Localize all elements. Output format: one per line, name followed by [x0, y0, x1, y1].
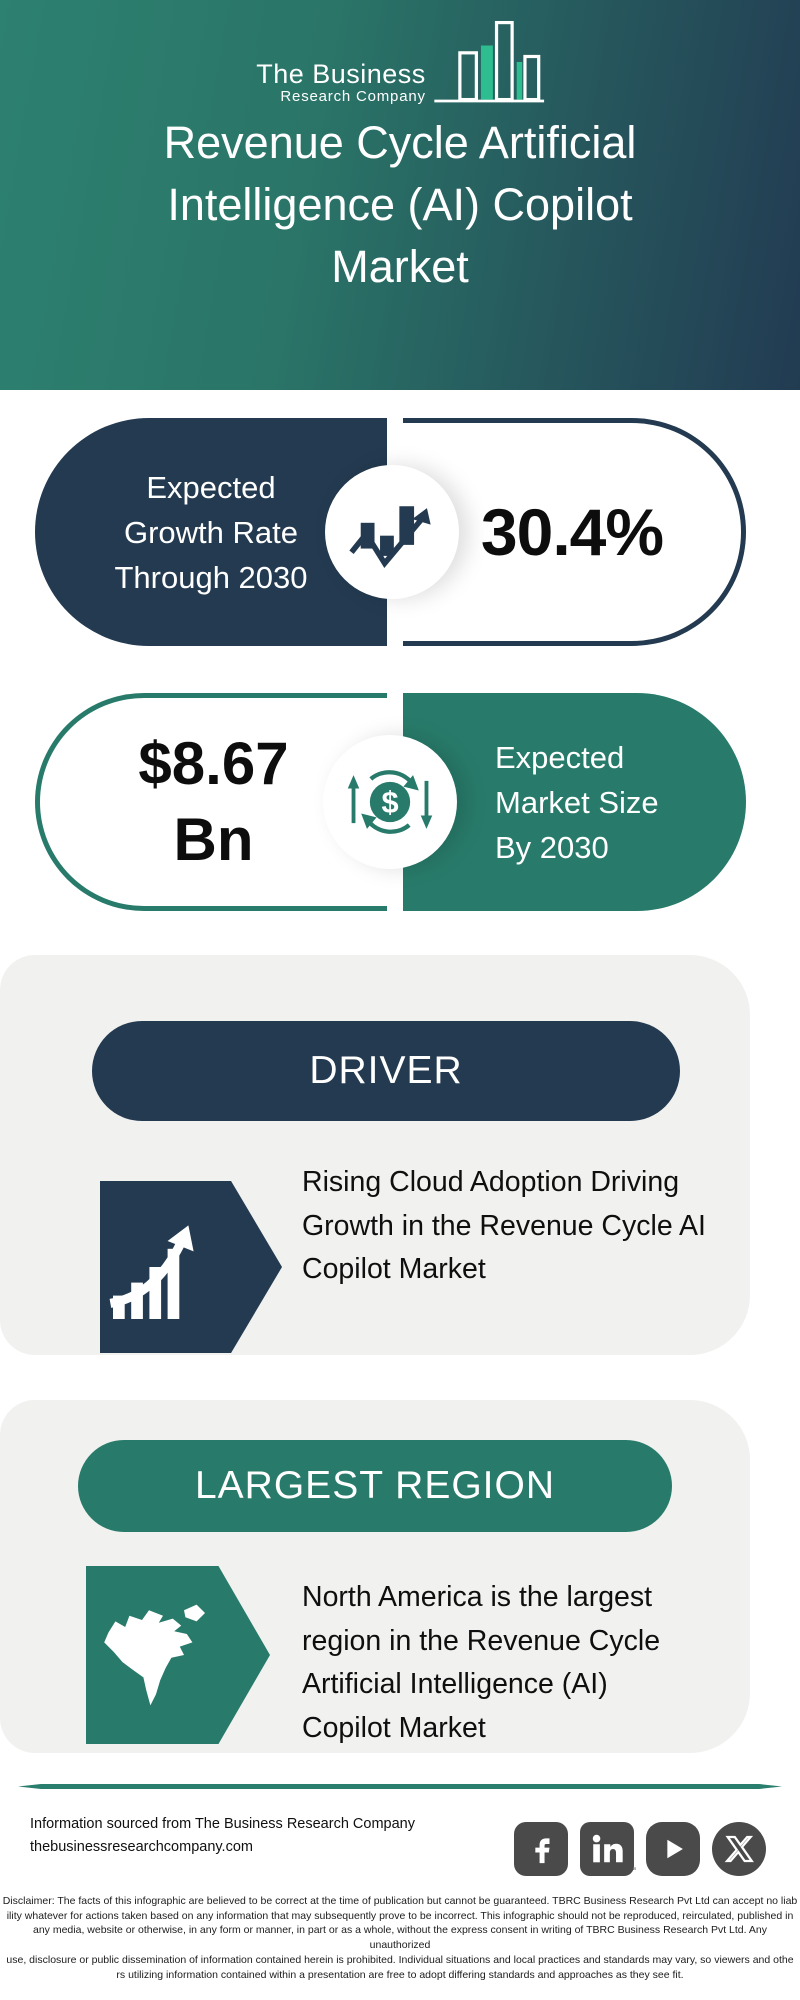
social-links: ™: [514, 1822, 766, 1876]
growth-rate-label: Expected Growth Rate Through 2030: [114, 469, 308, 595]
facebook-icon[interactable]: [514, 1822, 568, 1876]
largest-region-section: LARGEST REGION North America is the larg…: [0, 1400, 750, 1753]
market-size-stat: $8.67 Bn Expected Market Size By 2030 $: [35, 693, 746, 911]
largest-region-heading: LARGEST REGION: [78, 1440, 672, 1532]
growth-rate-stat: Expected Growth Rate Through 2030 30.4%: [35, 418, 746, 646]
bar-chart-growth-icon: [100, 1181, 282, 1353]
logo-bar-chart-icon: [433, 18, 544, 111]
x-twitter-icon[interactable]: [712, 1822, 766, 1876]
svg-text:$: $: [381, 785, 398, 820]
growth-rate-value-panel: 30.4%: [403, 418, 746, 646]
largest-region-text: North America is the largest region in t…: [302, 1581, 661, 1744]
driver-heading: DRIVER: [92, 1021, 680, 1121]
market-size-value: $8.67 Bn: [138, 730, 289, 873]
page-title: Revenue Cycle Artificial Intelligence (A…: [163, 117, 637, 292]
market-size-label: Expected Market Size By 2030: [495, 739, 659, 865]
source-line: Information sourced from The Business Re…: [30, 1816, 415, 1832]
growth-rate-label-panel: Expected Growth Rate Through 2030: [35, 418, 387, 646]
company-logo-text: The Business Research Company: [256, 60, 426, 111]
website-link[interactable]: thebusinessresearchcompany.com: [30, 1839, 253, 1855]
growth-chart-icon: [325, 465, 459, 599]
company-logo: The Business Research Company: [256, 18, 544, 111]
hero-header: The Business Research Company Revenue Cy…: [0, 0, 800, 390]
north-america-map-icon: [86, 1566, 270, 1744]
footer-divider: [18, 1784, 782, 1789]
youtube-icon[interactable]: [646, 1822, 700, 1876]
logo-line1: The Business: [256, 59, 426, 89]
currency-exchange-icon: $: [323, 735, 457, 869]
growth-rate-value: 30.4%: [480, 495, 664, 569]
logo-line2: Research Company: [280, 88, 426, 105]
market-size-label-panel: Expected Market Size By 2030: [403, 693, 746, 911]
linkedin-icon[interactable]: ™: [580, 1822, 636, 1876]
driver-section: DRIVER Rising Cloud Adoption Driving Gro…: [0, 955, 750, 1355]
driver-text: Rising Cloud Adoption Driving Growth in …: [302, 1166, 706, 1285]
market-size-value-panel: $8.67 Bn: [35, 693, 387, 911]
source-info: Information sourced from The Business Re…: [30, 1813, 415, 1859]
linkedin-tm-mark: ™: [629, 1867, 636, 1874]
disclaimer-text: Disclaimer: The facts of this infographi…: [2, 1895, 798, 1981]
